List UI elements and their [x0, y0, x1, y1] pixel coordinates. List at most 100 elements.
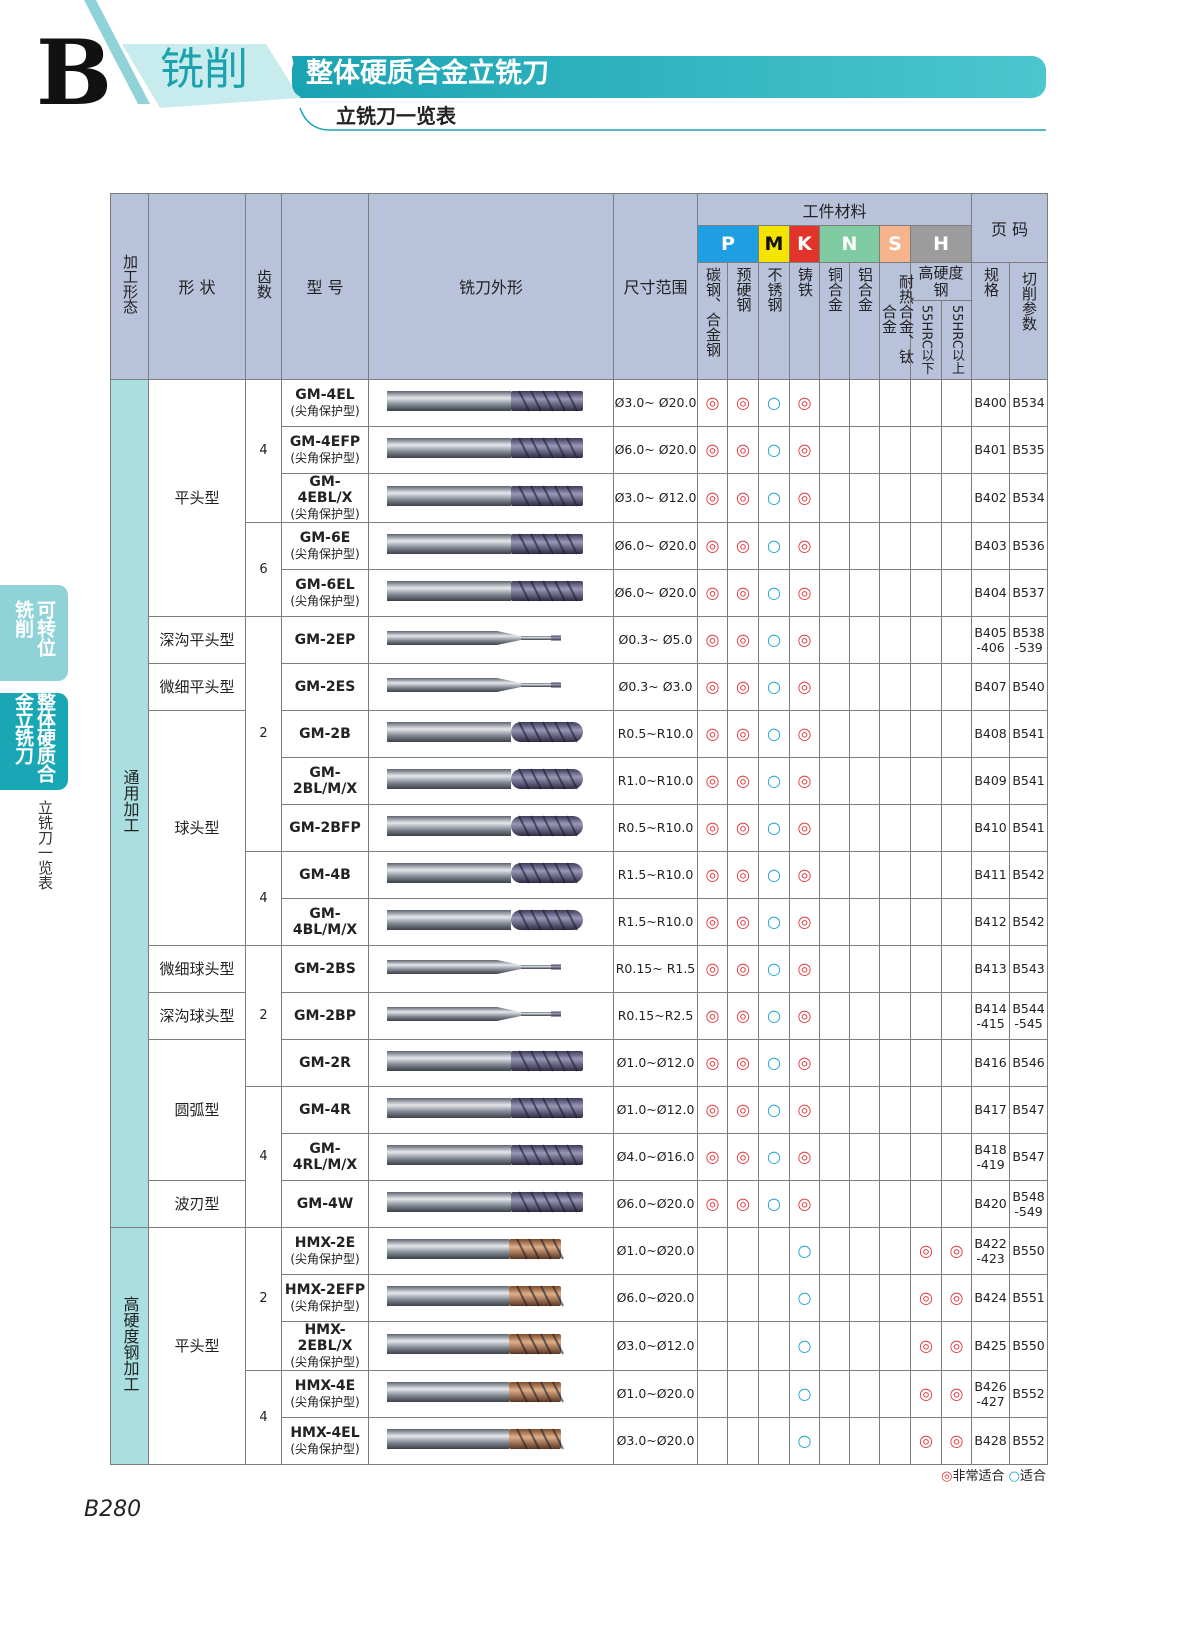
- tool-flute-edge: [566, 1191, 578, 1213]
- cutting-page-cell: B541: [1009, 756, 1049, 805]
- tool-flute: [551, 682, 561, 688]
- spec-page-cell: B417: [971, 1085, 1011, 1134]
- tool-shank: [387, 1238, 509, 1259]
- suitability-cell: [849, 709, 880, 758]
- tool-flute-edge: [552, 1381, 564, 1403]
- model-note: (尖角保护型): [290, 1441, 360, 1456]
- suitability-cell: ◎: [789, 472, 820, 523]
- material-header: 铸铁: [789, 262, 820, 380]
- material-header: 预硬钢: [727, 262, 759, 380]
- suitability-mark: ◎: [797, 536, 812, 556]
- suitability-mark: ○: [767, 724, 781, 744]
- teeth-cell: 6: [245, 521, 282, 617]
- model-cell: GM-2BP: [281, 991, 369, 1040]
- material-header: 耐热合金、钛合金: [879, 262, 915, 380]
- suitability-cell: ◎: [727, 709, 759, 758]
- model-name: GM-6E: [299, 529, 351, 546]
- suitability-cell: ○: [758, 615, 790, 664]
- suitability-cell: [879, 1132, 911, 1181]
- tool-flute-edge: [566, 862, 578, 884]
- tool-cell: [368, 1132, 614, 1181]
- suitability-cell: [727, 1369, 759, 1418]
- suitability-mark: ◎: [736, 912, 750, 932]
- tool-flute-edge: [542, 862, 554, 884]
- suitability-cell: [910, 1038, 942, 1087]
- suitability-cell: ◎: [697, 1132, 728, 1181]
- side-tab[interactable]: 可转位铣削: [0, 585, 68, 681]
- suitability-mark: ◎: [736, 1100, 750, 1120]
- suitability-cell: [910, 521, 942, 570]
- suitability-mark: ◎: [705, 818, 720, 838]
- table-row: 微细平头型 GM-2ES Ø0.3~ Ø3.0 ◎ ◎ ○ ◎ B407 B540: [111, 662, 1049, 711]
- model-name: GM-2R: [299, 1054, 351, 1071]
- page-title: 整体硬质合金立铣刀: [306, 58, 549, 89]
- tool-flute-edge: [540, 1381, 552, 1403]
- suitability-cell: [819, 756, 850, 805]
- tool-neck: [521, 682, 551, 687]
- suitability-cell: [697, 1273, 728, 1322]
- suitability-cell: ○: [789, 1416, 820, 1465]
- suitability-mark: ◎: [705, 912, 720, 932]
- process-label: 高硬度钢加工: [120, 1295, 140, 1392]
- tool-image: [387, 862, 583, 884]
- suitability-cell: ◎: [940, 1416, 973, 1465]
- suitability-cell: ◎: [910, 1416, 942, 1465]
- suitability-mark: ◎: [736, 630, 750, 650]
- suitability-cell: [879, 850, 911, 899]
- model-note: (尖角保护型): [290, 1354, 360, 1369]
- suitability-mark: ○: [767, 583, 781, 603]
- process-label: 通用加工: [120, 769, 140, 834]
- suitability-mark: ◎: [949, 1336, 964, 1356]
- suitability-mark: ◎: [705, 488, 720, 508]
- tool-flute-edge: [528, 1428, 540, 1450]
- model-note: (尖角保护型): [290, 546, 360, 561]
- side-tab[interactable]: 整体硬质合金立铣刀: [0, 692, 68, 790]
- header-text: 不锈钢: [765, 267, 784, 312]
- suitability-mark: ○: [767, 1053, 781, 1073]
- tool-flute-edge: [542, 1191, 554, 1213]
- tool-cell: [368, 1416, 614, 1465]
- suitability-cell: ○: [789, 1320, 820, 1371]
- suitability-mark: ◎: [736, 1194, 750, 1214]
- page-number: B280: [84, 1497, 142, 1522]
- hardness-header: 55HRC以上: [940, 300, 973, 380]
- suitability-cell: [727, 1416, 759, 1465]
- size-cell: R1.5~R10.0: [613, 850, 698, 899]
- tool-image: [387, 815, 583, 837]
- size-cell: Ø1.0~Ø12.0: [613, 1085, 698, 1134]
- model-name: GM-4BL/M/X: [292, 905, 358, 938]
- suitability-mark: ◎: [949, 1384, 964, 1404]
- tool-shank: [387, 815, 511, 836]
- header-text: 55HRC以下: [918, 305, 934, 375]
- tool-flute-edge: [516, 1333, 528, 1355]
- suitability-cell: ◎: [727, 850, 759, 899]
- tool-shank: [387, 1144, 511, 1165]
- spec-page-cell: B403: [971, 521, 1011, 570]
- legend-symbol: ○: [1008, 1469, 1020, 1484]
- model-cell: GM-4B: [281, 850, 369, 899]
- cutting-page-cell: B537: [1009, 568, 1049, 617]
- suitability-cell: [849, 1416, 880, 1465]
- suitability-cell: ◎: [697, 803, 728, 852]
- table-body: 通用加工 平头型 4 GM-4EL (尖角保护型) Ø3.0~ Ø20.0 ◎ ◎ ○ ◎ B40…: [110, 378, 1049, 1465]
- spec-page-cell: B418 -419: [971, 1132, 1011, 1181]
- suitability-mark: ◎: [705, 1006, 720, 1026]
- tool-cell: [368, 709, 614, 758]
- suitability-cell: [819, 1085, 850, 1134]
- suitability-cell: [819, 378, 850, 427]
- model-name: HMX-2EBL/X: [297, 1321, 353, 1354]
- suitability-mark: ○: [767, 865, 781, 885]
- tool-taper: [497, 630, 521, 645]
- suitability-cell: ◎: [727, 756, 759, 805]
- tool-shank: [387, 721, 511, 742]
- suitability-cell: [940, 1085, 973, 1134]
- tool-flute-edge: [518, 1097, 530, 1119]
- suitability-mark: ◎: [705, 724, 720, 744]
- suitability-cell: [910, 897, 942, 946]
- suitability-cell: ◎: [789, 615, 820, 664]
- suitability-cell: [940, 850, 973, 899]
- model-name: GM-2ES: [294, 678, 356, 695]
- suitability-mark: ◎: [797, 677, 812, 697]
- legend-label: 非常适合: [952, 1469, 1005, 1484]
- size-cell: Ø6.0~ Ø20.0: [613, 521, 698, 570]
